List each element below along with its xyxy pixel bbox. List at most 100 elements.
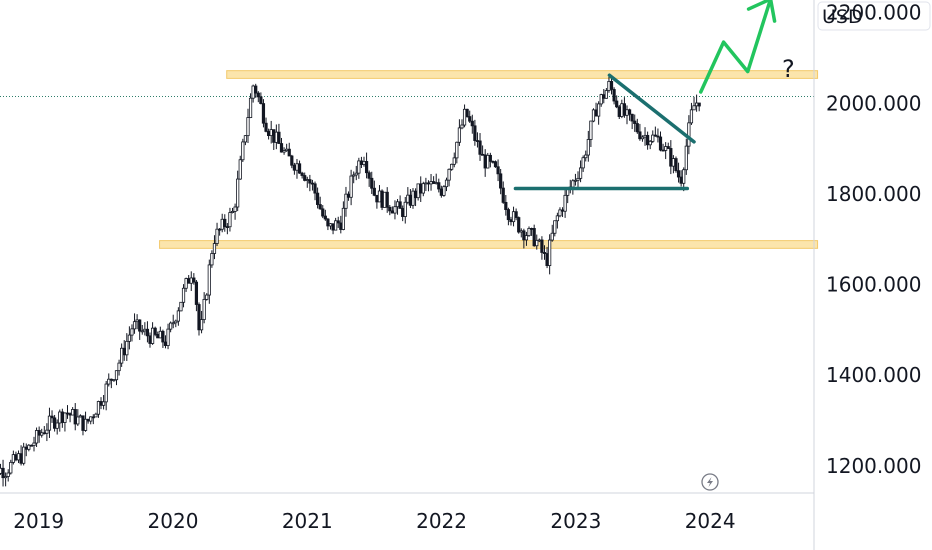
candle-body xyxy=(493,161,498,168)
candle-body xyxy=(372,187,376,196)
candle-body xyxy=(349,175,353,198)
candle-body xyxy=(401,208,405,217)
time-axis-label: 2024 xyxy=(685,509,736,533)
candle-body xyxy=(207,264,211,296)
candle-body xyxy=(22,446,26,464)
candle-body xyxy=(609,80,614,90)
candle-body xyxy=(305,179,309,181)
candle-body xyxy=(27,444,31,450)
candle-body xyxy=(566,189,570,196)
candle-body xyxy=(692,105,696,111)
candle-body xyxy=(202,298,206,320)
candle-body xyxy=(354,172,358,176)
price-axis-label: 1800.000 xyxy=(826,182,921,206)
price-axis-label: 1200.000 xyxy=(826,454,921,478)
candle-body xyxy=(697,102,701,107)
candle-body xyxy=(473,125,477,141)
candle-body xyxy=(197,304,201,331)
candle-body xyxy=(380,190,384,208)
candle-body xyxy=(635,123,639,133)
candle-body xyxy=(550,232,554,241)
candle-body xyxy=(145,328,150,337)
price-axis-label: 2000.000 xyxy=(826,91,921,115)
candle-body xyxy=(408,194,413,206)
price-axis-label: 1600.000 xyxy=(826,273,921,297)
time-axis-label: 2020 xyxy=(148,509,199,533)
candle-body xyxy=(228,212,232,228)
candle-body xyxy=(450,163,454,170)
candle-body xyxy=(277,131,281,144)
candle-body xyxy=(524,235,529,241)
candle-body xyxy=(104,383,108,403)
axes xyxy=(0,0,815,550)
lightning-icon[interactable] xyxy=(701,473,719,491)
candle-body xyxy=(447,168,451,181)
candle-body xyxy=(127,334,131,342)
candle-body xyxy=(385,191,389,208)
candle-body xyxy=(40,432,44,436)
candle-body xyxy=(120,347,124,364)
candle-body xyxy=(545,253,549,266)
candle-body xyxy=(158,330,162,339)
candle-body xyxy=(537,239,541,242)
candle-body xyxy=(169,322,173,330)
candle-body xyxy=(285,148,289,152)
candle-body xyxy=(254,85,258,94)
candle-body xyxy=(223,218,227,227)
candle-body xyxy=(328,223,333,227)
candle-body xyxy=(695,102,699,107)
candle-body xyxy=(442,186,446,196)
candle-body xyxy=(661,149,665,152)
candle-body xyxy=(398,201,402,209)
candle-body xyxy=(501,187,505,203)
candle-body xyxy=(156,334,160,339)
candle-body xyxy=(658,136,663,151)
time-axis[interactable]: 2019 2020 2021 2022 2023 2024 xyxy=(13,509,735,533)
candle-body xyxy=(377,190,382,203)
candle-body xyxy=(555,215,559,222)
candle-body xyxy=(362,161,366,165)
candle-body xyxy=(125,340,129,356)
candle-body xyxy=(416,183,420,199)
candle-body xyxy=(102,401,106,406)
candle-body xyxy=(138,319,142,332)
candle-body xyxy=(589,120,593,140)
candle-body xyxy=(334,220,338,231)
price-axis[interactable]: 1200.000 1400.000 1600.000 1800.000 2000.000… xyxy=(826,1,921,478)
candle-body xyxy=(455,141,459,159)
candle-body xyxy=(81,415,85,431)
candle-body xyxy=(16,453,21,461)
candle-body xyxy=(122,347,126,356)
candle-body xyxy=(251,85,255,99)
candle-body xyxy=(150,327,155,344)
candle-body xyxy=(643,134,647,138)
candle-body xyxy=(671,158,676,167)
candle-body xyxy=(71,409,75,416)
candle-body xyxy=(199,319,204,331)
candle-body xyxy=(664,146,668,151)
candle-body xyxy=(357,160,361,174)
time-axis-label: 2019 xyxy=(13,509,64,533)
time-axis-label: 2021 xyxy=(282,509,333,533)
candle-body xyxy=(674,158,678,172)
candle-body xyxy=(29,444,34,447)
candle-body xyxy=(290,155,294,166)
candle-body xyxy=(419,183,423,194)
plot-area[interactable] xyxy=(0,70,819,249)
candle-body xyxy=(478,140,482,155)
candle-body xyxy=(666,146,670,149)
currency-label[interactable]: USD xyxy=(822,6,863,28)
candle-body xyxy=(96,401,101,415)
candle-body xyxy=(586,139,590,156)
candle-body xyxy=(452,157,456,165)
candle-body xyxy=(553,220,557,234)
candle-body xyxy=(0,467,3,474)
candle-body xyxy=(114,370,119,381)
candle-body xyxy=(622,103,627,116)
candle-body xyxy=(269,129,273,136)
candle-body xyxy=(295,163,299,171)
candle-body xyxy=(346,193,351,198)
candle-body xyxy=(215,228,219,244)
candle-body xyxy=(287,148,291,157)
